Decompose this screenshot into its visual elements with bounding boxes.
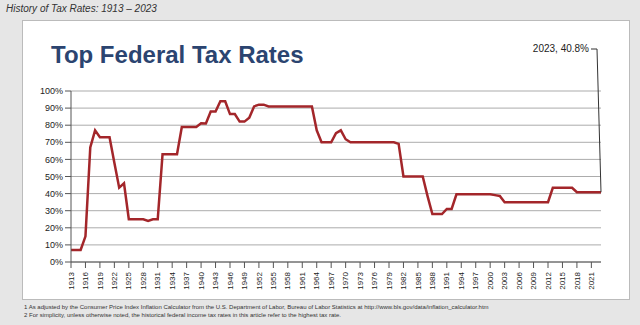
html-text:Top Federal Tax Rates: Top Federal Tax Rates: [51, 41, 304, 68]
svg-text:90%: 90%: [45, 103, 63, 113]
svg-text:1943: 1943: [211, 271, 220, 289]
svg-text:50%: 50%: [45, 172, 63, 182]
svg-text:1919: 1919: [96, 271, 105, 289]
svg-text:1973: 1973: [356, 271, 365, 289]
svg-text:1955: 1955: [269, 271, 278, 289]
svg-text:1952: 1952: [255, 271, 264, 289]
svg-text:1928: 1928: [139, 271, 148, 289]
svg-text:1913: 1913: [67, 271, 76, 289]
svg-text:30%: 30%: [45, 206, 63, 216]
svg-text:1991: 1991: [442, 271, 451, 289]
svg-text:2009: 2009: [529, 271, 538, 289]
svg-text:10%: 10%: [45, 240, 63, 250]
svg-text:1937: 1937: [182, 271, 191, 289]
svg-text:40%: 40%: [45, 189, 63, 199]
svg-text:1985: 1985: [414, 271, 423, 289]
svg-text:1940: 1940: [197, 271, 206, 289]
svg-text:2023, 40.8%: 2023, 40.8%: [533, 43, 589, 54]
svg-text:1934: 1934: [168, 271, 177, 289]
svg-text:1964: 1964: [312, 271, 321, 289]
svg-text:2000: 2000: [486, 271, 495, 289]
svg-text:60%: 60%: [45, 155, 63, 165]
svg-text:1931: 1931: [153, 271, 162, 289]
svg-text:0%: 0%: [50, 257, 63, 267]
svg-text:70%: 70%: [45, 137, 63, 147]
html-text:2 For simplicity, unless other: 2 For simplicity, unless otherwise noted…: [24, 312, 341, 318]
svg-text:1976: 1976: [370, 271, 379, 289]
svg-text:1961: 1961: [298, 271, 307, 289]
svg-text:1970: 1970: [341, 271, 350, 289]
svg-text:1979: 1979: [385, 271, 394, 289]
svg-text:1997: 1997: [471, 271, 480, 289]
html-text:History of Tax Rates: 1913 – 2: History of Tax Rates: 1913 – 2023: [6, 3, 157, 14]
svg-text:2015: 2015: [558, 271, 567, 289]
svg-text:1946: 1946: [226, 271, 235, 289]
svg-text:1925: 1925: [124, 271, 133, 289]
svg-text:1982: 1982: [399, 271, 408, 289]
svg-text:1916: 1916: [81, 271, 90, 289]
svg-text:20%: 20%: [45, 223, 63, 233]
svg-text:100%: 100%: [40, 86, 63, 96]
svg-text:2003: 2003: [500, 271, 509, 289]
html-text:1 As adjusted by the Consumer: 1 As adjusted by the Consumer Price Inde…: [24, 304, 489, 310]
svg-text:2006: 2006: [515, 271, 524, 289]
svg-text:80%: 80%: [45, 120, 63, 130]
svg-text:2012: 2012: [544, 271, 553, 289]
svg-text:1988: 1988: [428, 271, 437, 289]
svg-text:1967: 1967: [327, 271, 336, 289]
svg-text:2021: 2021: [587, 271, 596, 289]
svg-text:2018: 2018: [573, 271, 582, 289]
svg-text:1922: 1922: [110, 271, 119, 289]
svg-text:1958: 1958: [283, 271, 292, 289]
svg-text:1994: 1994: [457, 271, 466, 289]
svg-text:1949: 1949: [240, 271, 249, 289]
